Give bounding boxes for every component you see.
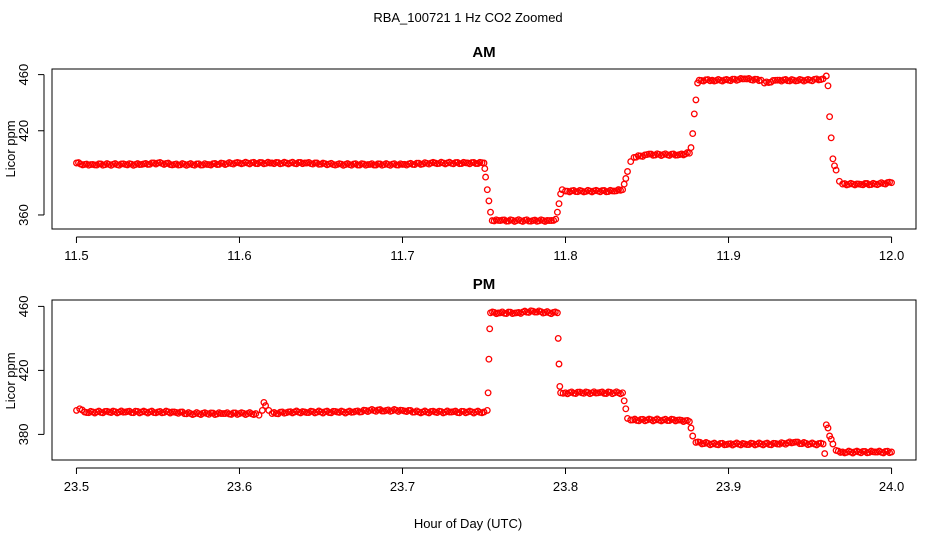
data-point [689, 130, 697, 138]
pm-panel-title: PM [473, 276, 496, 293]
am-axes: 11.5 11.6 11.7 11.8 11.9 12.0 360 420 460 [16, 64, 904, 263]
data-point [826, 113, 834, 121]
data-point [487, 208, 494, 216]
data-point [620, 180, 628, 188]
data-point [622, 405, 630, 413]
data-point [824, 82, 832, 90]
data-point [554, 334, 562, 342]
data-point [888, 179, 895, 187]
data-point [481, 165, 489, 173]
data-point [547, 217, 555, 224]
data-point [168, 408, 176, 416]
data-point [480, 408, 488, 416]
data-point [622, 175, 630, 182]
data-point [483, 186, 491, 194]
am-x-tick-label: 11.9 [716, 248, 740, 263]
am-x-tick-label: 11.6 [227, 248, 251, 263]
pm-y-tick-label: 380 [16, 424, 31, 446]
data-point [821, 450, 829, 458]
pm-x-tick-label: 23.8 [553, 479, 578, 494]
data-point [482, 173, 490, 181]
data-point [827, 134, 835, 142]
data-point [689, 432, 697, 440]
data-point [258, 406, 266, 414]
data-point [829, 155, 837, 163]
data-point [262, 402, 270, 410]
pm-x-tick-label: 23.5 [64, 479, 89, 494]
data-point [552, 215, 560, 223]
data-point [831, 162, 838, 170]
am-y-axis-label: Licor ppm [3, 120, 18, 177]
data-point [620, 397, 628, 405]
am-plot-frame [51, 68, 917, 230]
pm-x-tick-label: 23.9 [716, 479, 741, 494]
data-point [484, 389, 492, 397]
pm-axes: 23.5 23.6 23.7 23.8 23.9 24.0 380 420 460 [16, 296, 904, 494]
pm-panel: PM Licor ppm 23.5 23.6 23.7 23.8 23.9 24.0 380… [3, 276, 917, 494]
data-point [627, 158, 635, 166]
am-panel: AM Licor ppm 11.5 11.6 11.7 11.8 11.9 12.0 360… [3, 44, 917, 263]
data-point [822, 72, 830, 80]
am-points [73, 72, 895, 225]
data-point [685, 418, 693, 426]
data-point [687, 144, 695, 152]
am-y-tick-label: 460 [16, 64, 31, 86]
data-point [483, 406, 491, 414]
data-point [553, 208, 561, 216]
data-point [266, 159, 274, 167]
figure-title: RBA_100721 1 Hz CO2 Zoomed [373, 10, 562, 25]
am-x-tick-label: 11.5 [64, 248, 88, 263]
pm-y-tick-label: 420 [16, 360, 31, 382]
am-panel-title: AM [472, 44, 495, 61]
data-point [556, 382, 564, 390]
data-point [888, 448, 895, 456]
data-point [687, 424, 695, 432]
data-point [555, 200, 563, 208]
data-point [692, 96, 700, 104]
figure-x-axis-label: Hour of Day (UTC) [414, 516, 522, 531]
data-point [485, 197, 493, 205]
data-point [553, 309, 561, 317]
pm-x-tick-label: 23.6 [227, 479, 252, 494]
data-point [557, 190, 565, 198]
am-x-tick-label: 12.0 [879, 248, 904, 263]
pm-y-axis-label: Licor ppm [3, 352, 18, 409]
am-y-tick-label: 360 [16, 204, 31, 226]
data-point [486, 325, 494, 333]
am-x-tick-label: 11.8 [553, 248, 577, 263]
data-point [819, 440, 827, 448]
data-point [824, 424, 832, 432]
pm-plot-frame [51, 299, 917, 461]
pm-x-tick-label: 24.0 [879, 479, 904, 494]
data-point [829, 440, 837, 448]
data-point [485, 355, 493, 363]
am-y-tick-label: 420 [16, 120, 31, 142]
data-point [255, 411, 263, 419]
data-point [619, 389, 627, 397]
data-point [555, 360, 563, 368]
data-point [832, 166, 840, 174]
pm-points [73, 307, 895, 458]
data-point [545, 217, 553, 225]
am-x-tick-label: 11.7 [390, 248, 414, 263]
pm-x-tick-label: 23.7 [390, 479, 415, 494]
data-point [624, 168, 631, 175]
pm-y-tick-label: 460 [16, 296, 31, 318]
data-point [690, 110, 698, 118]
